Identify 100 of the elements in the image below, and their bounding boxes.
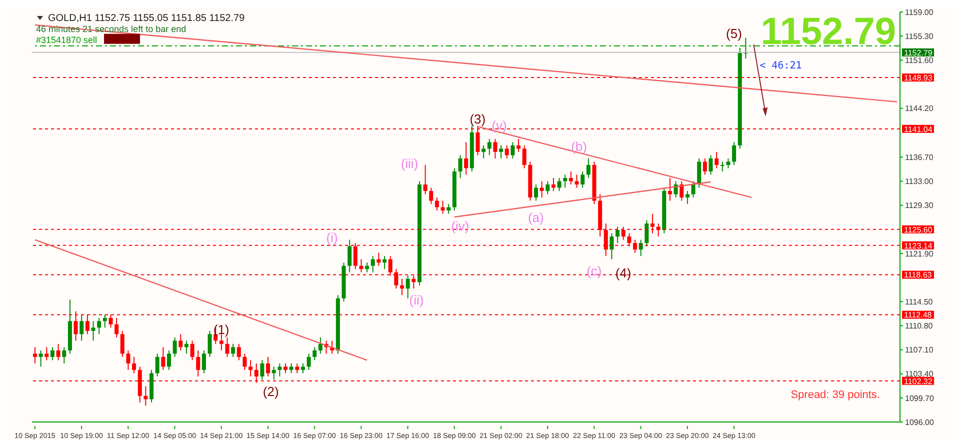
candlestick — [406, 275, 410, 299]
chart-title: GOLD,H1 1152.75 1155.05 1151.85 1152.79 — [48, 13, 246, 24]
annotation: (5) — [726, 26, 742, 41]
annotation: (4) — [615, 265, 632, 280]
candlestick — [312, 346, 317, 361]
candlestick — [702, 158, 707, 176]
candlestick — [120, 330, 124, 358]
candlestick — [178, 334, 183, 351]
candlestick — [557, 177, 562, 192]
candlestick — [714, 151, 719, 169]
candlestick — [370, 256, 375, 273]
annotation: (v) — [492, 118, 507, 134]
y-tick-label: 1121.90 — [905, 249, 934, 258]
y-tick-label: 1110.80 — [905, 322, 934, 331]
candlestick — [295, 362, 300, 374]
candlestick — [348, 239, 352, 273]
candlestick — [376, 252, 381, 266]
ref-line-label: #31541870 sell — [36, 34, 98, 45]
candlestick — [708, 154, 713, 176]
candlestick — [155, 353, 160, 377]
candlestick — [231, 343, 236, 358]
y-tick-label: 1107.10 — [905, 346, 934, 355]
y-tick-label: 1136.70 — [905, 152, 934, 162]
candlestick — [685, 190, 690, 204]
candlestick — [434, 196, 439, 211]
y-tick-label: 1144.20 — [905, 104, 934, 114]
candlestick — [400, 278, 404, 296]
candlestick — [50, 346, 54, 361]
candlestick — [44, 346, 49, 361]
candlestick — [732, 142, 736, 166]
candlestick — [546, 180, 550, 195]
y-tick-label: 1099.70 — [905, 394, 934, 403]
candlestick — [504, 144, 509, 159]
candlestick — [482, 144, 486, 159]
candlestick — [208, 330, 212, 358]
candlestick — [440, 200, 445, 214]
candlestick — [272, 366, 276, 380]
candlestick — [458, 154, 462, 178]
ref-line-label: 1148.93 — [904, 74, 933, 83]
y-tick-label: 1133.00 — [905, 177, 934, 186]
candlestick — [38, 350, 43, 368]
candlestick — [551, 177, 556, 192]
annotation: Spread: 39 points. — [790, 389, 880, 401]
candlestick — [318, 336, 322, 354]
candlestick — [144, 386, 148, 406]
annotation: (c) — [586, 263, 602, 278]
annotation: (iii) — [400, 156, 418, 171]
candlestick — [278, 362, 282, 377]
candlestick — [97, 317, 102, 335]
candlestick — [33, 346, 37, 364]
candlestick — [616, 226, 620, 244]
candlestick — [161, 346, 166, 370]
candlestick — [680, 180, 684, 202]
candlestick — [102, 314, 107, 328]
ref-line-label: 1118.63 — [904, 270, 932, 280]
ref-line-label: 1102.32 — [904, 376, 933, 386]
candlestick — [300, 362, 305, 374]
candlestick — [236, 343, 241, 361]
candlestick — [172, 336, 177, 358]
y-tick-label: 1129.30 — [905, 201, 934, 210]
candlestick — [563, 174, 568, 188]
annotation: (b) — [571, 139, 587, 154]
candlestick — [114, 317, 119, 338]
ref-line-label: 1152.79 — [904, 48, 933, 58]
candlestick — [464, 142, 468, 176]
candlestick — [166, 350, 171, 370]
annotation: 1152.79 — [760, 11, 896, 53]
candlestick — [499, 144, 504, 159]
candlestick — [365, 262, 370, 273]
candlestick — [248, 360, 253, 377]
candlestick — [225, 336, 230, 358]
candlestick — [726, 158, 730, 169]
ref-line-label: 1112.48 — [904, 310, 932, 320]
ref-line-label: 1125.60 — [904, 225, 933, 234]
candlestick — [62, 346, 66, 364]
candlestick — [260, 360, 264, 380]
annotation: (1) — [213, 322, 230, 337]
annotation: (iv) — [451, 218, 470, 234]
candlestick — [359, 258, 364, 273]
candlestick — [487, 138, 492, 156]
candlestick — [91, 320, 96, 342]
candlestick — [610, 232, 614, 260]
candlestick — [429, 187, 434, 204]
annotation: (2) — [262, 384, 279, 399]
annotation: < 46:21 — [760, 60, 802, 72]
candlestick — [132, 356, 136, 374]
candlestick — [80, 314, 84, 342]
candlestick — [586, 158, 590, 178]
y-tick-label: 1096.00 — [905, 418, 934, 427]
y-tick-label: 1151.60 — [905, 56, 934, 65]
candlestick — [184, 340, 188, 354]
candlestick — [190, 340, 194, 361]
candlestick — [446, 203, 451, 214]
annotation: (i) — [326, 230, 338, 246]
candlestick — [522, 144, 526, 169]
candlestick — [493, 138, 498, 159]
candlestick — [574, 174, 579, 188]
y-tick-label: 1155.30 — [905, 32, 934, 41]
candlestick — [720, 161, 724, 172]
candlestick — [516, 138, 521, 152]
